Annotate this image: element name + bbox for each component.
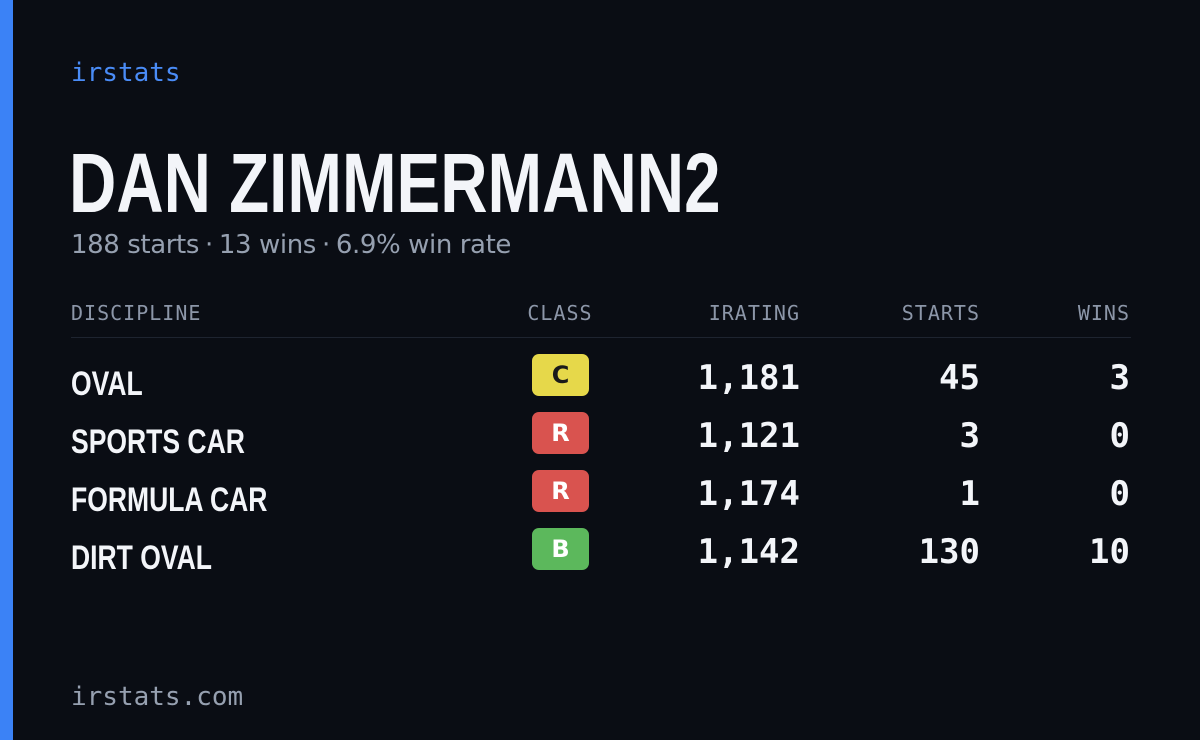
discipline-name: DIRT OVAL bbox=[71, 539, 212, 577]
table-row: FORMULA CAR R 1,174 1 0 bbox=[0, 470, 1200, 520]
wins-value: 10 bbox=[1089, 532, 1130, 572]
wins-value: 0 bbox=[1109, 416, 1130, 456]
wins-value: 3 bbox=[1109, 358, 1130, 398]
summary-win-rate: 6.9% win rate bbox=[335, 230, 512, 260]
summary-wins: 13 wins bbox=[218, 230, 316, 260]
accent-bar bbox=[0, 0, 13, 740]
header-divider bbox=[71, 337, 1131, 338]
column-header-wins: WINS bbox=[1077, 301, 1130, 325]
discipline-name: FORMULA CAR bbox=[71, 481, 268, 519]
wins-value: 0 bbox=[1109, 474, 1130, 514]
starts-value: 1 bbox=[959, 474, 980, 514]
starts-value: 130 bbox=[918, 532, 980, 572]
irating-value: 1,142 bbox=[697, 532, 800, 572]
summary-separator: · bbox=[205, 230, 213, 260]
starts-value: 45 bbox=[939, 358, 980, 398]
discipline-name: OVAL bbox=[71, 365, 143, 403]
license-class-badge: B bbox=[532, 528, 589, 570]
brand-logo[interactable]: irstats bbox=[71, 58, 181, 88]
irating-value: 1,181 bbox=[697, 358, 800, 398]
starts-value: 3 bbox=[959, 416, 980, 456]
discipline-name: SPORTS CAR bbox=[71, 423, 245, 461]
summary-starts: 188 starts bbox=[71, 230, 199, 260]
table-row: OVAL C 1,181 45 3 bbox=[0, 354, 1200, 404]
license-class-badge: R bbox=[532, 470, 589, 512]
irating-value: 1,174 bbox=[697, 474, 800, 514]
irating-value: 1,121 bbox=[697, 416, 800, 456]
column-header-discipline: DISCIPLINE bbox=[71, 301, 202, 325]
table-row: DIRT OVAL B 1,142 130 10 bbox=[0, 528, 1200, 578]
column-header-irating: IRATING bbox=[708, 301, 800, 325]
player-name: DAN ZIMMERMANN2 bbox=[69, 136, 721, 230]
footer-url[interactable]: irstats.com bbox=[71, 682, 244, 712]
player-summary: 188 starts · 13 wins · 6.9% win rate bbox=[71, 229, 511, 261]
license-class-badge: R bbox=[532, 412, 589, 454]
table-row: SPORTS CAR R 1,121 3 0 bbox=[0, 412, 1200, 462]
column-header-class: CLASS bbox=[527, 301, 593, 325]
summary-separator: · bbox=[321, 230, 330, 260]
license-class-badge: C bbox=[532, 354, 589, 396]
column-header-starts: STARTS bbox=[901, 301, 980, 325]
